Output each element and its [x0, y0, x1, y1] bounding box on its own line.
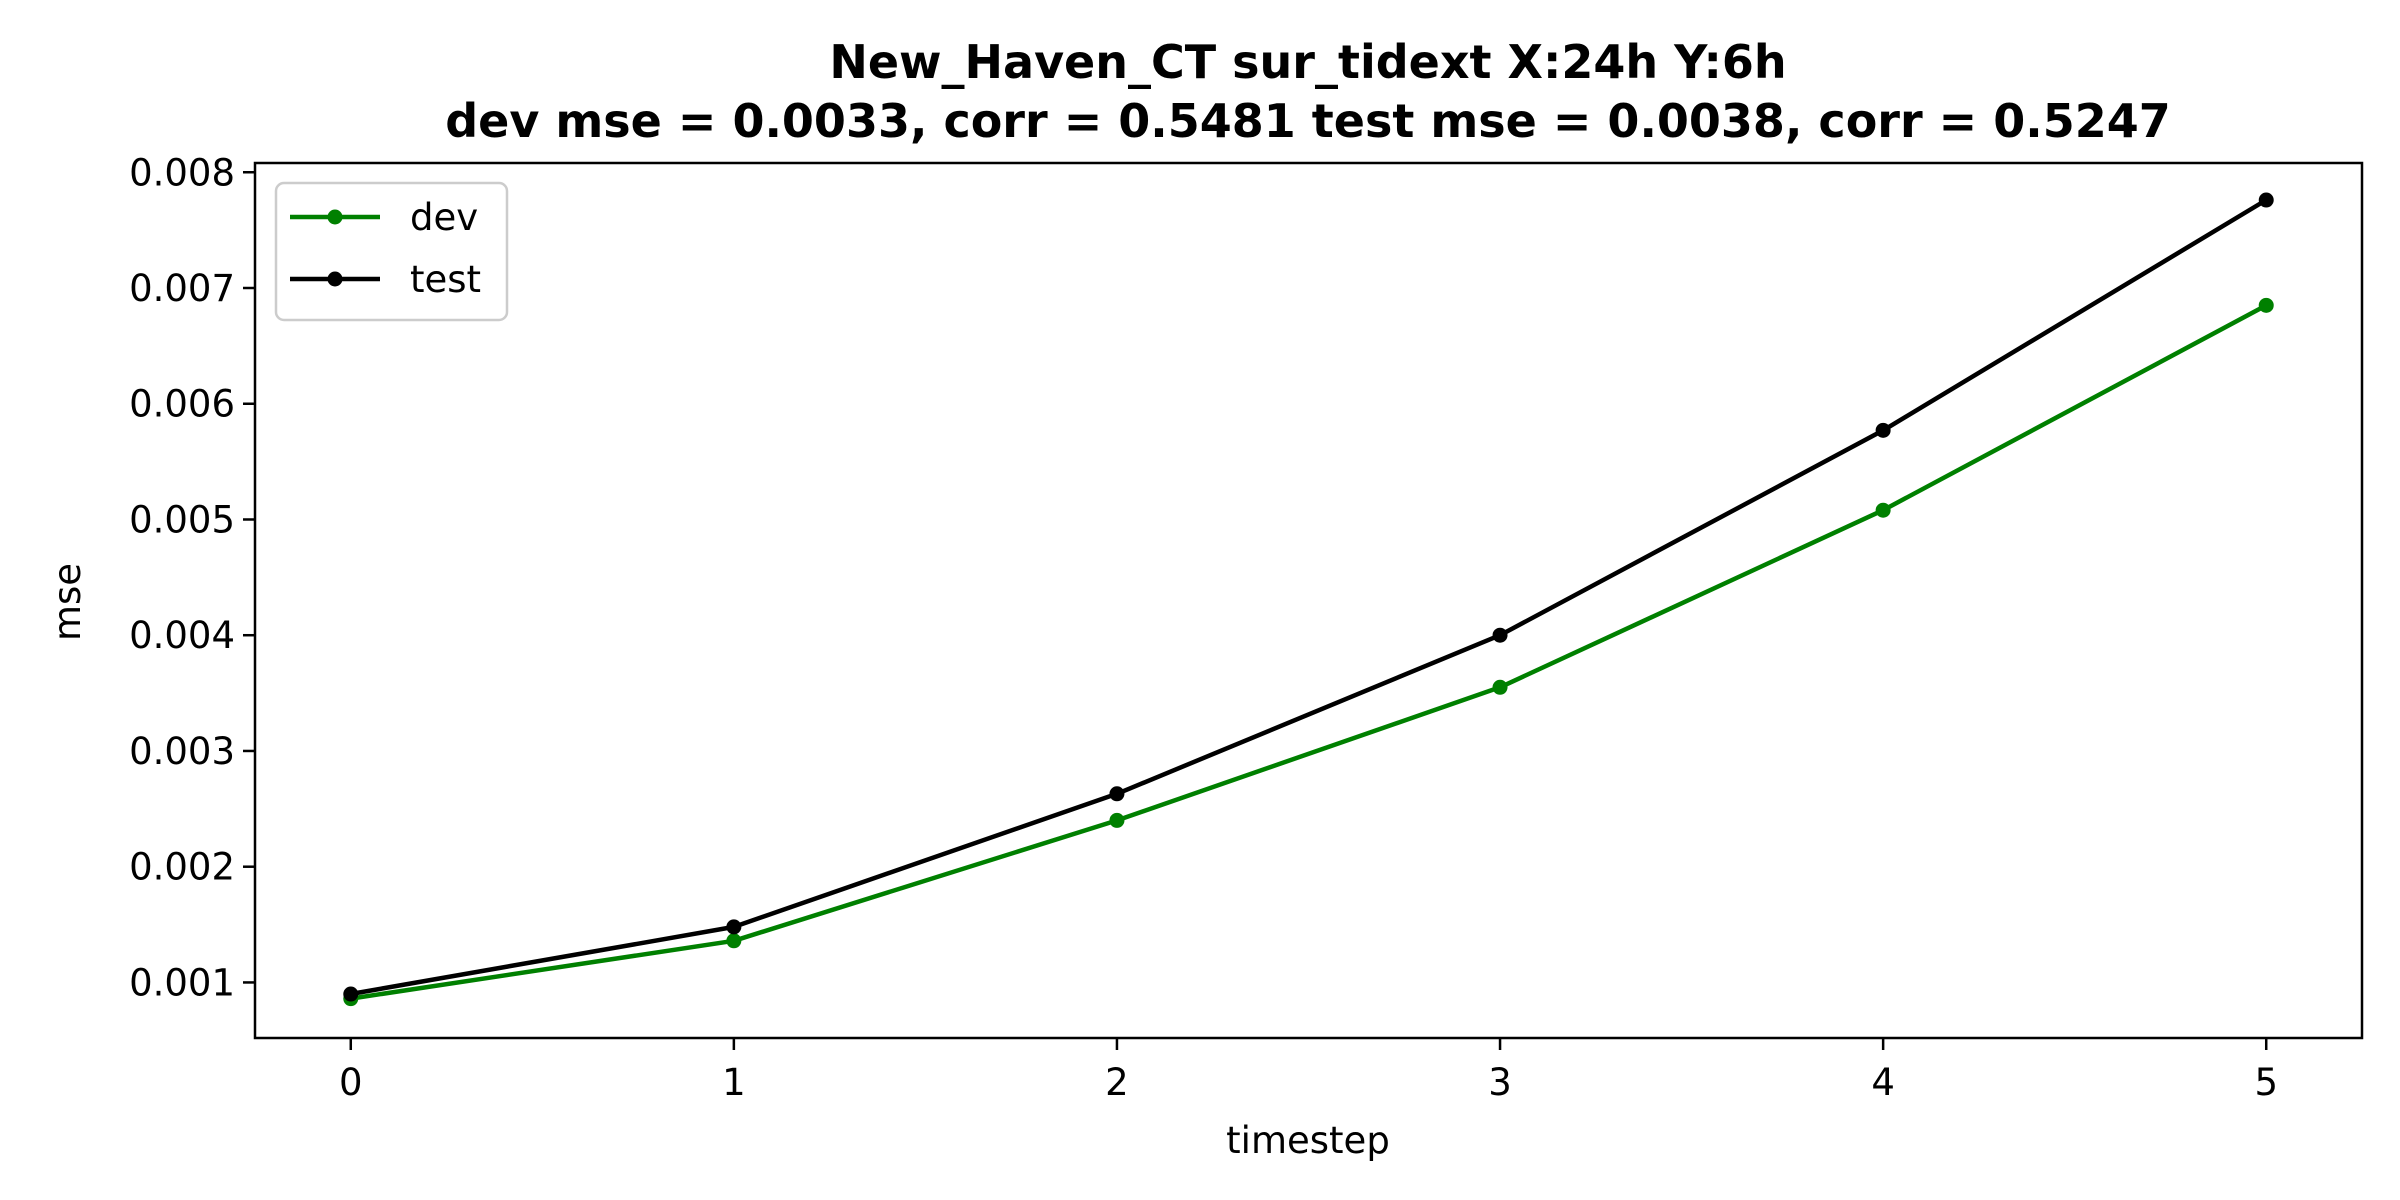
y-tick-label: 0.003: [129, 730, 235, 773]
data-point-test: [2258, 192, 2274, 208]
legend: dev test: [274, 181, 509, 322]
series-line-test: [350, 198, 2268, 997]
legend-label: test: [410, 258, 481, 301]
plot-frame: [253, 161, 2364, 1040]
series-test: [343, 192, 2274, 1002]
x-tick-label: 3: [1488, 1061, 1512, 1104]
legend-entry-test: test: [290, 258, 481, 301]
data-point-test: [343, 986, 359, 1002]
y-tick-label: 0.005: [129, 498, 235, 541]
series-layer: [343, 192, 2274, 1007]
x-tick-label: 0: [339, 1061, 363, 1104]
data-point-dev: [726, 933, 742, 949]
data-point-test: [1492, 627, 1508, 643]
y-tick-label: 0.008: [129, 151, 235, 194]
chart-title-line-1: New_Haven_CT sur_tidext X:24h Y:6h: [829, 35, 1786, 89]
legend-label: dev: [410, 196, 478, 239]
x-tick-label: 4: [1871, 1061, 1895, 1104]
chart-title-line-2: dev mse = 0.0033, corr = 0.5481 test mse…: [445, 94, 2171, 148]
legend-entries: dev test: [290, 196, 481, 301]
y-tick-label: 0.001: [129, 961, 235, 1004]
x-tick-label: 1: [722, 1061, 746, 1104]
legend-swatch-marker: [327, 209, 343, 225]
y-tick-label: 0.007: [129, 267, 235, 310]
data-point-dev: [1875, 502, 1891, 518]
x-tick-label: 5: [2254, 1061, 2278, 1104]
series-line-dev: [350, 303, 2268, 1001]
y-axis-label: mse: [46, 563, 89, 641]
y-tick-label: 0.002: [129, 846, 235, 889]
data-point-test: [1109, 786, 1125, 802]
data-point-test: [1875, 422, 1891, 438]
axis-ticks: 0 1 2 3 4 5 0.001 0.002 0.003 0.004 0.005 0.006 0.00…: [129, 151, 2278, 1104]
legend-swatch-marker: [327, 271, 343, 287]
y-tick-label: 0.006: [129, 383, 235, 426]
x-tick-label: 2: [1105, 1061, 1129, 1104]
data-point-dev: [1492, 679, 1508, 695]
data-point-dev: [2258, 297, 2274, 313]
y-tick-label: 0.004: [129, 614, 235, 657]
data-point-test: [726, 919, 742, 935]
data-point-dev: [1109, 812, 1125, 828]
legend-entry-dev: dev: [290, 196, 478, 239]
x-axis-label: timestep: [1226, 1119, 1390, 1162]
